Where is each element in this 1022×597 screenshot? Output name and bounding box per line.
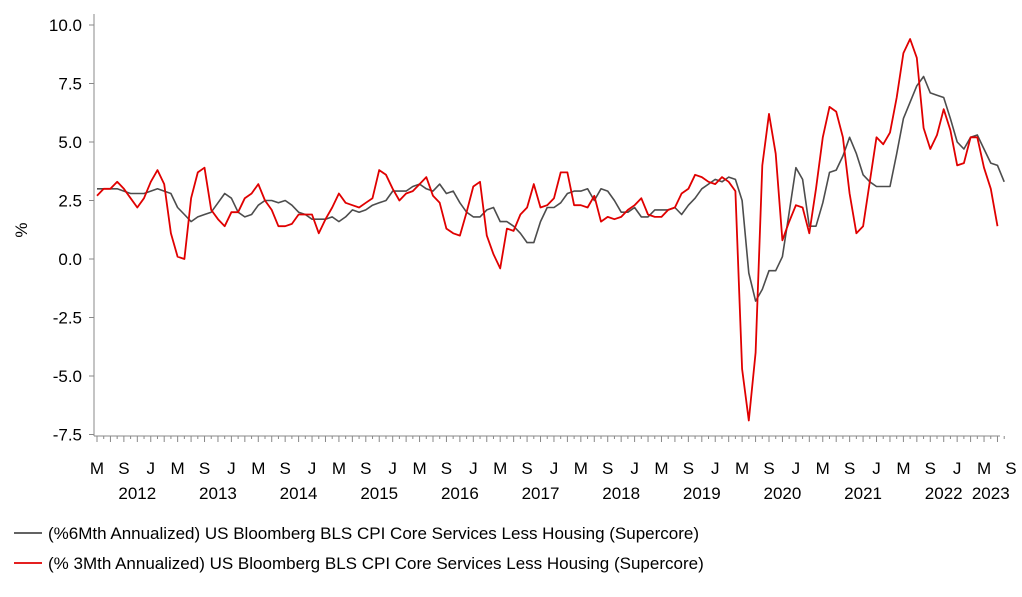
x-month-label: M <box>493 459 507 478</box>
x-year-label: 2019 <box>683 484 721 503</box>
x-axis: MSJMSJMSJMSJMSJMSJMSJMSJMSJMSJMSJMSJM201… <box>90 435 1017 503</box>
x-year-label: 2018 <box>602 484 640 503</box>
legend: (%6Mth Annualized) US Bloomberg BLS CPI … <box>14 524 704 573</box>
y-tick-label: 7.5 <box>58 75 82 94</box>
y-tick-label: -2.5 <box>53 309 82 328</box>
x-month-label: M <box>412 459 426 478</box>
legend-label-1: (%6Mth Annualized) US Bloomberg BLS CPI … <box>48 524 699 543</box>
series-layer <box>96 38 1005 422</box>
x-month-label: J <box>550 459 559 478</box>
x-month-label: S <box>1005 459 1016 478</box>
x-month-label: S <box>763 459 774 478</box>
x-year-label: 2013 <box>199 484 237 503</box>
series-line-1 <box>97 75 1005 302</box>
x-month-label: M <box>251 459 265 478</box>
y-tick-label: -5.0 <box>53 367 82 386</box>
x-month-label: J <box>872 459 881 478</box>
x-month-label: M <box>816 459 830 478</box>
x-month-label: J <box>469 459 478 478</box>
x-month-label: M <box>90 459 104 478</box>
x-month-label: J <box>388 459 397 478</box>
y-tick-label: 2.5 <box>58 192 82 211</box>
x-month-label: S <box>360 459 371 478</box>
x-year-label: 2023 <box>972 484 1010 503</box>
x-month-label: M <box>735 459 749 478</box>
x-year-label: 2017 <box>522 484 560 503</box>
x-month-label: M <box>332 459 346 478</box>
x-month-label: J <box>308 459 317 478</box>
x-month-label: M <box>171 459 185 478</box>
x-year-label: 2014 <box>280 484 318 503</box>
x-month-label: S <box>844 459 855 478</box>
x-year-label: 2020 <box>764 484 802 503</box>
x-year-label: 2016 <box>441 484 479 503</box>
x-month-label: J <box>792 459 801 478</box>
x-year-label: 2022 <box>925 484 963 503</box>
x-month-label: J <box>711 459 720 478</box>
y-tick-label: 0.0 <box>58 250 82 269</box>
x-month-label: J <box>147 459 156 478</box>
x-month-label: S <box>925 459 936 478</box>
x-month-label: S <box>602 459 613 478</box>
x-month-label: M <box>654 459 668 478</box>
x-year-label: 2021 <box>844 484 882 503</box>
x-month-label: S <box>199 459 210 478</box>
x-year-label: 2015 <box>360 484 398 503</box>
series-line-2 <box>96 38 999 422</box>
y-axis-label: % <box>12 222 31 237</box>
x-month-label: S <box>441 459 452 478</box>
legend-label-2: (% 3Mth Annualized) US Bloomberg BLS CPI… <box>48 554 704 573</box>
x-month-label: S <box>118 459 129 478</box>
x-month-label: M <box>574 459 588 478</box>
y-tick-label: -7.5 <box>53 426 82 445</box>
x-year-label: 2012 <box>118 484 156 503</box>
x-month-label: M <box>977 459 991 478</box>
x-month-label: J <box>953 459 962 478</box>
y-tick-label: 5.0 <box>58 133 82 152</box>
x-month-label: S <box>279 459 290 478</box>
x-month-label: J <box>227 459 236 478</box>
x-month-label: S <box>521 459 532 478</box>
x-month-label: M <box>896 459 910 478</box>
y-axis-label-text: % <box>12 222 31 237</box>
y-tick-label: 10.0 <box>49 16 82 35</box>
x-month-label: S <box>683 459 694 478</box>
x-month-label: J <box>630 459 639 478</box>
y-axis: 10.0 7.5 5.0 2.5 0.0 -2.5 -5.0 -7.5 <box>49 14 95 445</box>
